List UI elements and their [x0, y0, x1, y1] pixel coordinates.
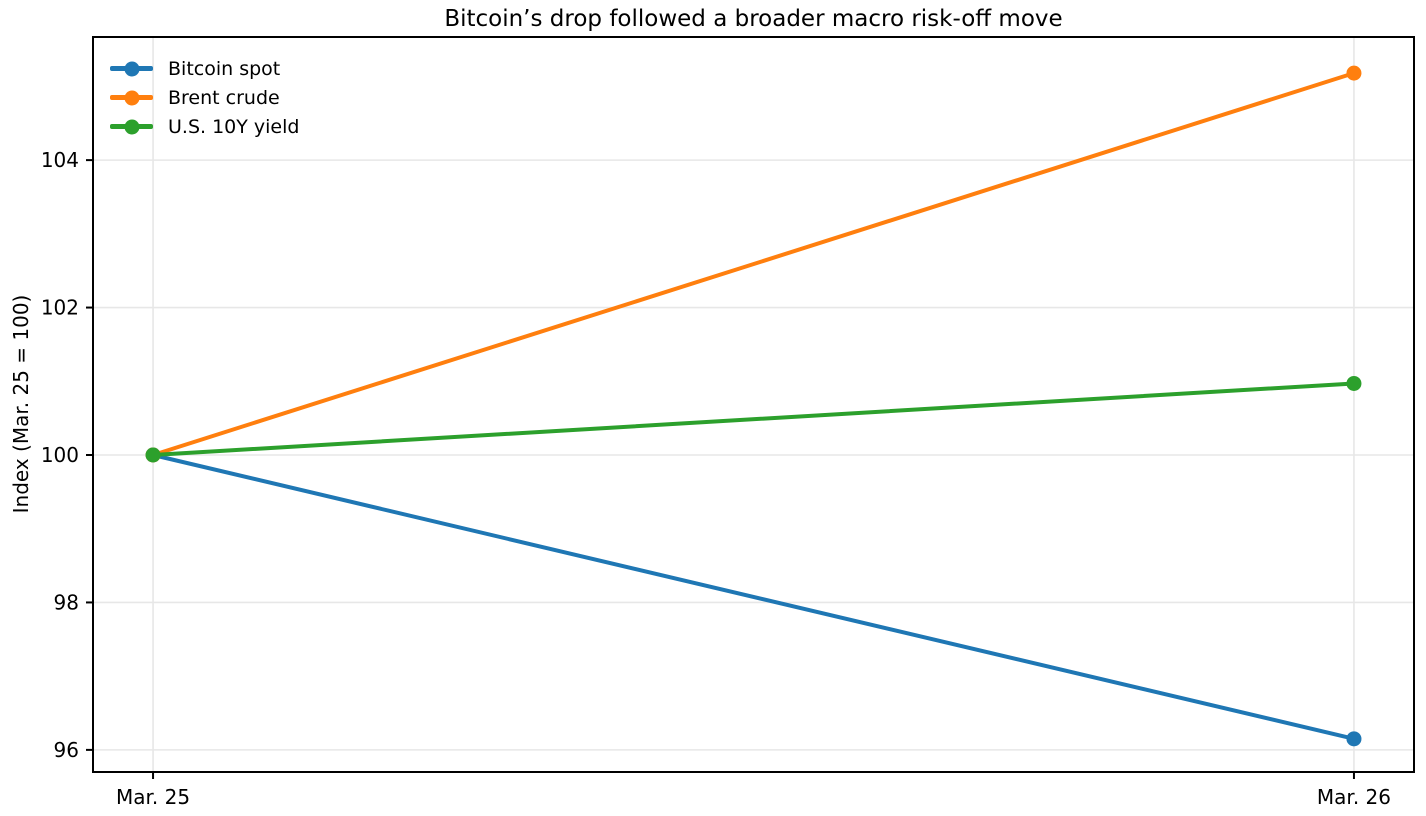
legend-dot-bitcoin-spot	[124, 61, 139, 76]
series-line-u-s-10y-yield	[151, 381, 1356, 457]
data-point-u-s-10y-yield-mar-25	[145, 447, 161, 463]
legend-marker-u-s-10y-yield	[110, 119, 153, 134]
legend-label-brent-crude: Brent crude	[168, 86, 280, 109]
legend-item-bitcoin-spot: Bitcoin spot	[110, 57, 299, 80]
x-tick-label-mar-25: Mar. 25	[116, 785, 190, 809]
y-tick-label-104: 104	[41, 148, 79, 172]
x-tick-label-mar-26: Mar. 26	[1317, 785, 1391, 809]
legend-marker-bitcoin-spot	[110, 61, 153, 76]
series-line-brent-crude	[151, 71, 1356, 457]
legend-marker-brent-crude	[110, 90, 153, 105]
legend-item-brent-crude: Brent crude	[110, 86, 299, 109]
y-tick-label-102: 102	[41, 296, 79, 320]
legend-dot-u-s-10y-yield	[124, 119, 139, 134]
legend-dot-brent-crude	[124, 90, 139, 105]
plot-border	[92, 36, 1415, 773]
series-line-bitcoin-spot	[151, 452, 1356, 741]
y-tick-label-100: 100	[41, 443, 79, 467]
data-point-bitcoin-spot-mar-26	[1346, 731, 1362, 747]
legend-label-u-s-10y-yield: U.S. 10Y yield	[168, 115, 300, 138]
chart-title: Bitcoin’s drop followed a broader macro …	[444, 6, 1063, 32]
y-tick-label-96: 96	[54, 738, 79, 762]
legend: Bitcoin spot Brent crude U.S. 10Y yield	[110, 57, 299, 138]
y-axis-label: Index (Mar. 25 = 100)	[9, 294, 33, 514]
data-point-brent-crude-mar-26	[1346, 65, 1362, 81]
data-point-u-s-10y-yield-mar-26	[1346, 375, 1362, 391]
y-tick-label-98: 98	[54, 590, 79, 614]
legend-label-bitcoin-spot: Bitcoin spot	[168, 57, 281, 80]
legend-item-u-s-10y-yield: U.S. 10Y yield	[110, 115, 299, 138]
